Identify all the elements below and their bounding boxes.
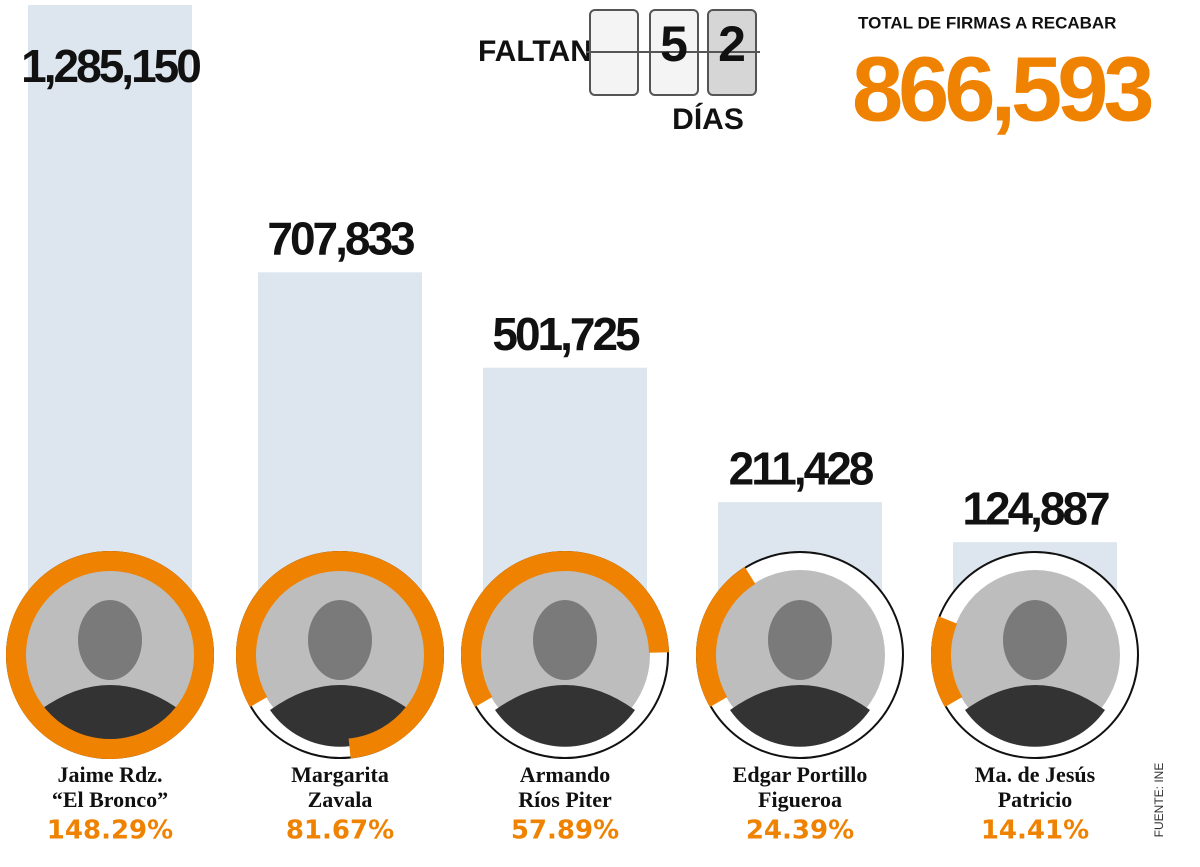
total-value: 866,593	[852, 38, 1151, 140]
portrait-head	[308, 600, 372, 680]
countdown-unit: DÍAS	[672, 102, 744, 136]
portrait-head	[1003, 600, 1067, 680]
countdown-digit: 5	[660, 16, 688, 72]
candidate-name: Margarita	[291, 762, 389, 787]
percent-ring	[696, 551, 904, 759]
portrait-body	[730, 685, 870, 747]
portrait-body	[965, 685, 1105, 747]
value-label: 124,887	[962, 482, 1109, 534]
percent-ring	[931, 551, 1140, 759]
percent-ring	[236, 551, 444, 759]
candidate-name: “El Bronco”	[52, 787, 168, 812]
portrait-body	[40, 685, 180, 747]
percent-ring	[5, 551, 214, 759]
percent-label: 14.41%	[981, 816, 1089, 846]
value-label: 707,833	[267, 212, 414, 264]
candidate-name: Armando	[520, 762, 610, 787]
total-label: TOTAL DE FIRMAS A RECABAR	[858, 13, 1116, 32]
portrait-body	[495, 685, 635, 747]
candidate-name: Zavala	[308, 787, 373, 812]
bar	[28, 5, 192, 655]
portrait-head	[533, 600, 597, 680]
value-label: 501,725	[492, 308, 640, 360]
countdown: FALTAN 5 2 DÍAS	[478, 9, 760, 136]
percent-label: 148.29%	[47, 816, 173, 846]
portrait-body	[270, 685, 410, 747]
value-label: 211,428	[729, 442, 874, 494]
countdown-label: FALTAN	[478, 35, 592, 68]
percent-ring	[460, 551, 669, 759]
portrait-head	[768, 600, 832, 680]
portrait-head	[78, 600, 142, 680]
candidate-name: Jaime Rdz.	[57, 762, 162, 787]
candidate-name: Figueroa	[758, 787, 842, 812]
percent-label: 57.89%	[511, 816, 619, 846]
candidate-name: Patricio	[998, 787, 1073, 812]
source: FUENTE: INE	[1152, 763, 1166, 838]
countdown-digit: 2	[718, 16, 746, 72]
percent-label: 24.39%	[746, 816, 854, 846]
candidate-name: Ma. de Jesús	[975, 762, 1096, 787]
candidate-name: Ríos Piter	[518, 787, 612, 812]
value-label: 1,285,150	[21, 40, 200, 92]
candidate-name: Edgar Portillo	[733, 762, 868, 787]
percent-label: 81.67%	[286, 816, 394, 846]
